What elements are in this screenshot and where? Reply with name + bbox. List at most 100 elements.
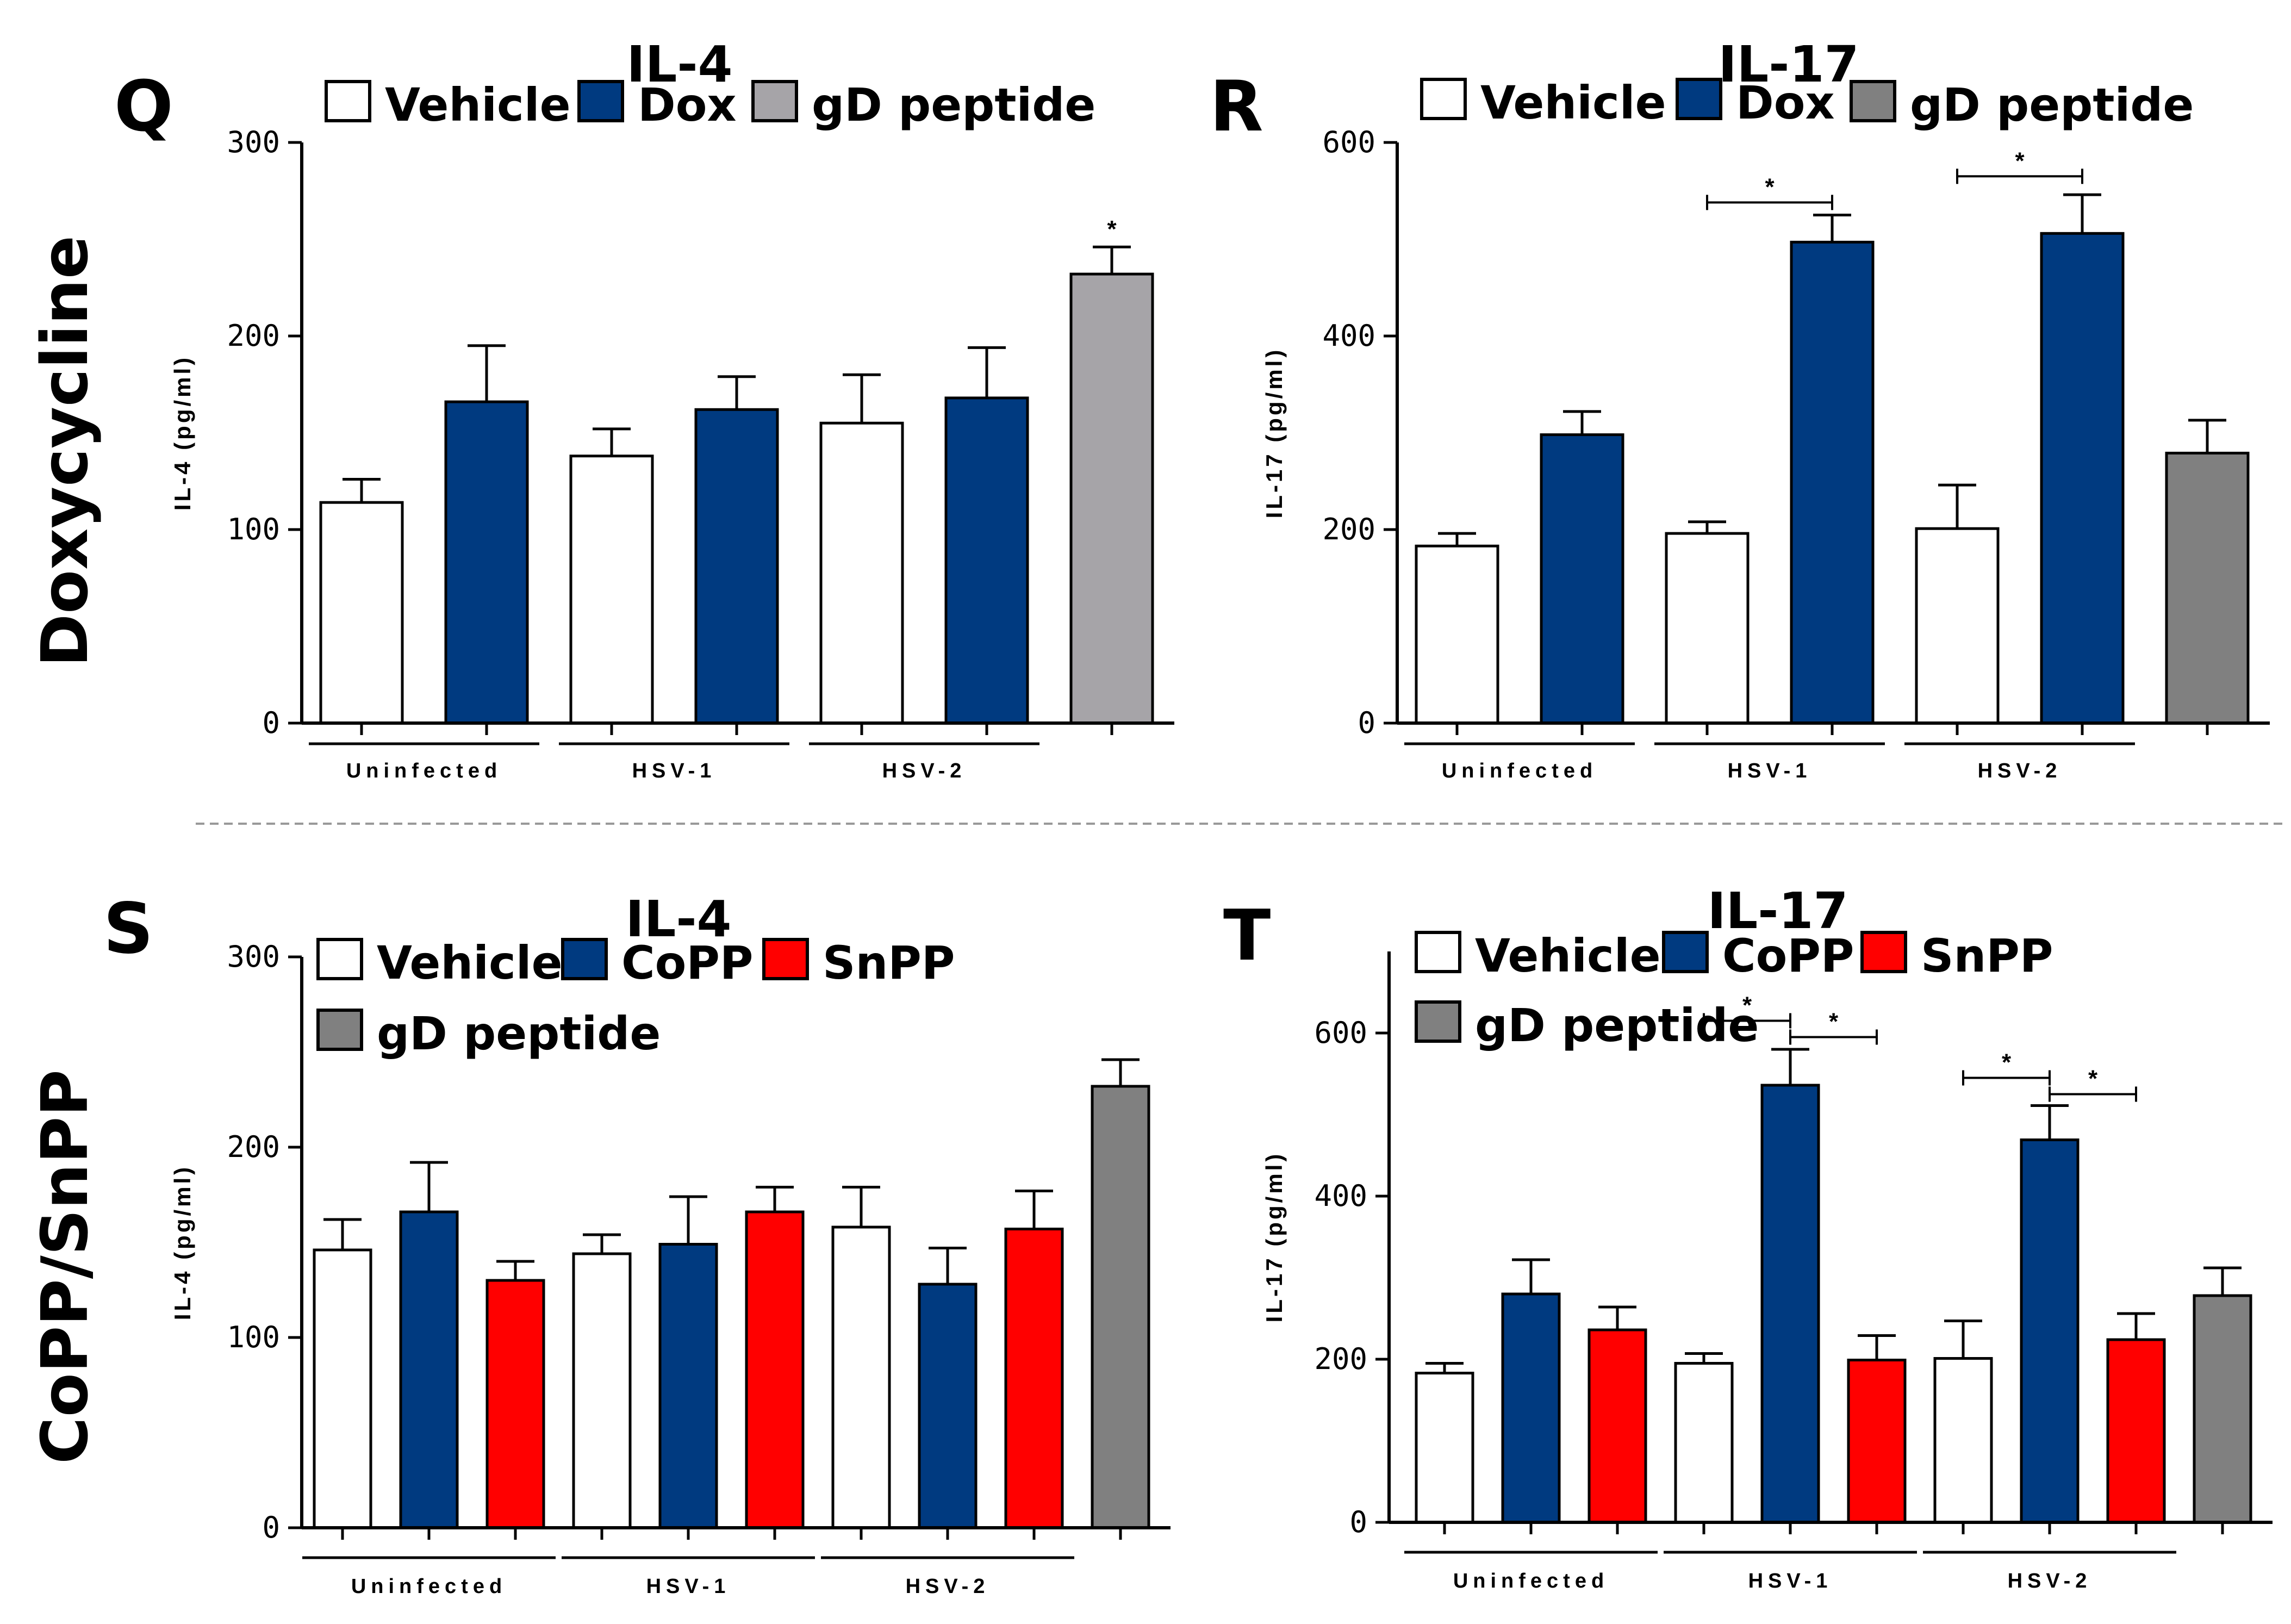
bar-gd-peptide: [2193, 1294, 2252, 1524]
y-tick-label: 400: [1322, 319, 1375, 353]
legend-item: CoPP: [561, 936, 753, 990]
chart-panel-s: S IL-4 Vehicle CoPP SnPP gD peptide Uninfected…: [103, 888, 1171, 1598]
legend-item: SnPP: [1860, 929, 2053, 982]
bar-vehicle: [1415, 1372, 1474, 1524]
y-tick-label: 600: [1314, 1016, 1367, 1050]
panel-letter: S: [103, 888, 153, 969]
bar-snpp: [1004, 1228, 1064, 1529]
bar-vehicle: [819, 421, 904, 725]
bar-vehicle: [1665, 532, 1750, 725]
legend-label: gD peptide: [377, 1007, 661, 1060]
row-label-copp-snpp: CoPP/SnPP: [27, 1069, 102, 1464]
significance-bracket: *: [1962, 1049, 2051, 1086]
bar-dox: [444, 400, 529, 725]
group-label: HSV-1: [646, 1575, 731, 1598]
bar-vehicle: [831, 1225, 891, 1529]
legend-label: Vehicle: [377, 936, 563, 990]
y-tick-label: 0: [262, 706, 280, 740]
legend-item: Vehicle: [316, 936, 563, 990]
legend-swatch: [1676, 78, 1722, 120]
bar-gd-peptide-q: [1069, 272, 1154, 725]
bar-snpp: [1847, 1359, 1907, 1524]
bar-dox: [1540, 433, 1624, 725]
bar-vehicle: [313, 1248, 372, 1529]
chart-title: IL-4: [625, 890, 731, 948]
bar-snpp: [2106, 1338, 2166, 1524]
y-tick-label: 300: [227, 125, 280, 159]
legend-label: Dox: [638, 78, 737, 132]
y-tick-label: 200: [1322, 512, 1375, 546]
bar-vehicle: [569, 455, 654, 725]
bar-dox: [1790, 240, 1875, 725]
y-tick-label: 400: [1314, 1179, 1367, 1213]
group-label: HSV-1: [632, 760, 717, 782]
chart-title: IL-17: [1718, 35, 1859, 94]
significance-bracket: *: [1789, 1009, 1878, 1045]
legend-item: CoPP: [1662, 929, 1854, 982]
significance-bracket: *: [1703, 992, 1791, 1029]
legend-item: gD peptide: [1415, 999, 1759, 1052]
legend-item: Vehicle: [1420, 76, 1666, 129]
y-tick-label: 100: [227, 1320, 280, 1354]
bar-dox: [2040, 232, 2125, 725]
bar-snpp: [1587, 1328, 1647, 1524]
legend-swatch: [316, 938, 363, 980]
bar-gd-peptide: [1091, 1085, 1150, 1529]
legend-label: SnPP: [823, 936, 955, 990]
legend-item: Vehicle: [1415, 929, 1661, 982]
group-label: HSV-2: [906, 1575, 990, 1598]
bar-vehicle: [1415, 544, 1499, 725]
y-tick-label: 200: [1314, 1342, 1367, 1376]
y-tick-label: 0: [1358, 706, 1375, 740]
bar-vehicle: [1915, 527, 2000, 725]
bar-copp: [918, 1283, 978, 1529]
bar-copp: [658, 1243, 718, 1529]
legend-swatch: [1662, 931, 1709, 973]
group-label: HSV-1: [1728, 760, 1812, 782]
legend-label: Vehicle: [385, 78, 571, 132]
y-tick-label: 0: [1349, 1505, 1367, 1539]
significance-star: *: [2088, 1066, 2098, 1092]
y-tick-label: 200: [227, 319, 280, 353]
bar-vehicle: [572, 1252, 632, 1529]
bar-dox: [944, 396, 1029, 725]
legend-label: CoPP: [1722, 929, 1854, 982]
bar-copp: [1760, 1084, 1820, 1524]
y-axis-label: IL-17 (pg/ml): [1261, 347, 1287, 519]
significance-bracket: *: [1956, 147, 2083, 184]
row-label-doxycycline: Doxycycline: [27, 235, 102, 667]
significance-star: *: [1829, 1009, 1839, 1035]
legend-item: Dox: [577, 78, 737, 132]
bar-gd-peptide: [2165, 451, 2250, 725]
significance-star: *: [2002, 1049, 2012, 1076]
group-label: Uninfected: [346, 760, 502, 782]
legend-label: Dox: [1736, 76, 1835, 129]
group-label: Uninfected: [1442, 760, 1597, 782]
bar-snpp: [745, 1210, 805, 1529]
chart-title: IL-17: [1707, 882, 1848, 940]
y-tick-label: 600: [1322, 125, 1375, 159]
bar-copp: [399, 1210, 459, 1529]
significance-bracket: *: [1706, 173, 1833, 210]
y-tick-label: 100: [227, 512, 280, 546]
panel-letter: R: [1210, 66, 1263, 147]
chart-panel-r: R IL-17 Vehicle Dox gD peptide Uninfected HSV-…: [1210, 35, 2270, 782]
y-tick-label: 200: [227, 1130, 280, 1164]
panel-letter: Q: [114, 66, 173, 147]
legend-swatch: [316, 1009, 363, 1051]
legend-label: gD peptide: [1910, 78, 2194, 132]
panel-letter: T: [1223, 895, 1271, 976]
legend-swatch: [1860, 931, 1907, 973]
legend-swatch: [1415, 931, 1461, 973]
legend-swatch: [325, 80, 371, 122]
legend-swatch: [577, 80, 624, 122]
group-label: Uninfected: [351, 1575, 507, 1598]
legend-swatch: [751, 80, 798, 122]
bar-vehicle: [1674, 1362, 1734, 1524]
legend-item: gD peptide: [751, 78, 1095, 132]
legend-label: gD peptide: [812, 78, 1095, 132]
bar-copp: [2020, 1138, 2080, 1524]
group-label: HSV-2: [2008, 1570, 2092, 1592]
legend-label: gD peptide: [1475, 999, 1759, 1052]
significance-star: *: [1765, 173, 1775, 200]
